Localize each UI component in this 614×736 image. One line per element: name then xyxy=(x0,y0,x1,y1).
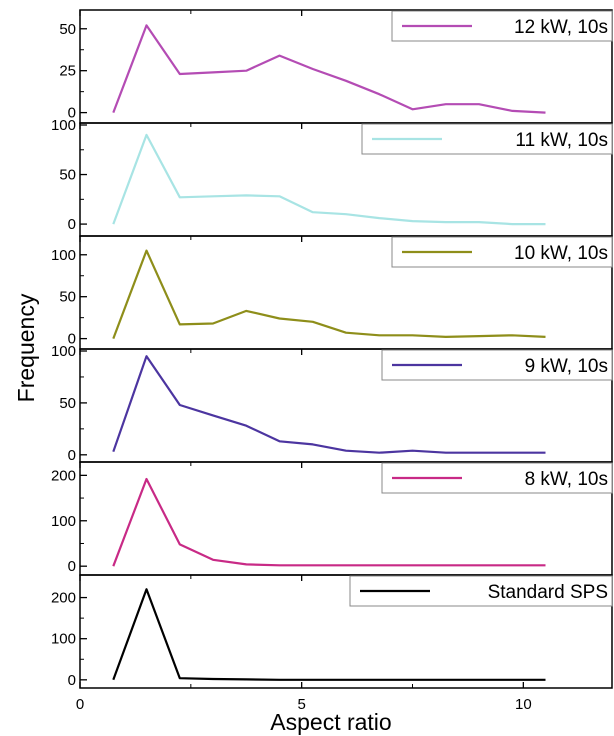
y-tick-label: 0 xyxy=(68,447,76,464)
y-tick-label: 200 xyxy=(51,467,76,484)
y-tick-label: 0 xyxy=(68,216,76,233)
legend-label: 12 kW, 10s xyxy=(514,17,608,38)
y-tick-label: 0 xyxy=(68,558,76,575)
y-tick-label: 100 xyxy=(51,513,76,530)
x-tick-label: 0 xyxy=(76,696,84,713)
series-line xyxy=(112,249,546,339)
y-tick-label: 50 xyxy=(59,289,76,306)
panel-frame xyxy=(79,574,613,689)
series-line xyxy=(112,588,546,681)
legend-box xyxy=(349,575,613,607)
legend-label: Standard SPS xyxy=(488,582,608,603)
y-tick-label: 0 xyxy=(68,672,76,689)
y-tick-label: 100 xyxy=(51,343,76,360)
y-tick-label: 0 xyxy=(68,105,76,122)
x-axis-title: Aspect ratio xyxy=(270,709,391,735)
y-tick-label: 200 xyxy=(51,590,76,607)
y-tick-label: 50 xyxy=(59,395,76,412)
series-line xyxy=(112,24,546,114)
y-tick-label: 100 xyxy=(51,631,76,648)
legend-label: 8 kW, 10s xyxy=(525,469,608,490)
x-tick-label: 5 xyxy=(297,696,305,713)
series-line xyxy=(112,355,546,454)
legend-label: 10 kW, 10s xyxy=(514,243,608,264)
series-line xyxy=(112,133,546,226)
series-line xyxy=(112,477,546,567)
y-tick-label: 100 xyxy=(51,247,76,264)
y-tick-label: 100 xyxy=(51,117,76,134)
y-tick-label: 25 xyxy=(59,63,76,80)
x-tick-label: 10 xyxy=(515,696,532,713)
y-tick-label: 0 xyxy=(68,331,76,348)
y-tick-label: 50 xyxy=(59,21,76,38)
legend-label: 9 kW, 10s xyxy=(525,356,608,377)
legend-box xyxy=(391,236,613,268)
legend-label: 11 kW, 10s xyxy=(515,130,608,151)
y-axis-title: Frequency xyxy=(13,293,39,402)
y-tick-label: 50 xyxy=(59,167,76,184)
